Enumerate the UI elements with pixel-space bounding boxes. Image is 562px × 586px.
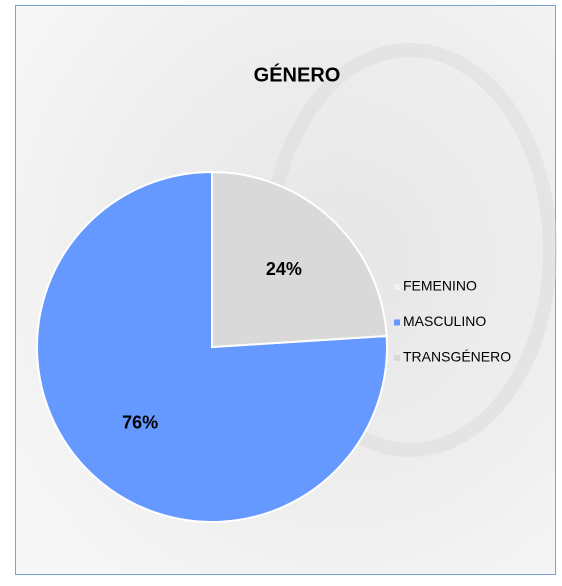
- legend-label: FEMENINO: [403, 278, 477, 294]
- legend-marker: [394, 284, 400, 290]
- legend-label: TRANSGÉNERO: [403, 349, 511, 365]
- data-label: 24%: [266, 259, 302, 279]
- legend-marker: [394, 320, 400, 326]
- data-label: 76%: [122, 412, 158, 432]
- legend-marker: [394, 355, 400, 361]
- chart-title: GÉNERO: [254, 63, 341, 86]
- legend-label: MASCULINO: [403, 313, 486, 329]
- page: GÉNERO 76% 24% FEMENINO MASCULINO TRANSGÉNER…: [0, 0, 562, 586]
- chart: GÉNERO 76% 24% FEMENINO MASCULINO TRANSGÉNER…: [0, 0, 562, 581]
